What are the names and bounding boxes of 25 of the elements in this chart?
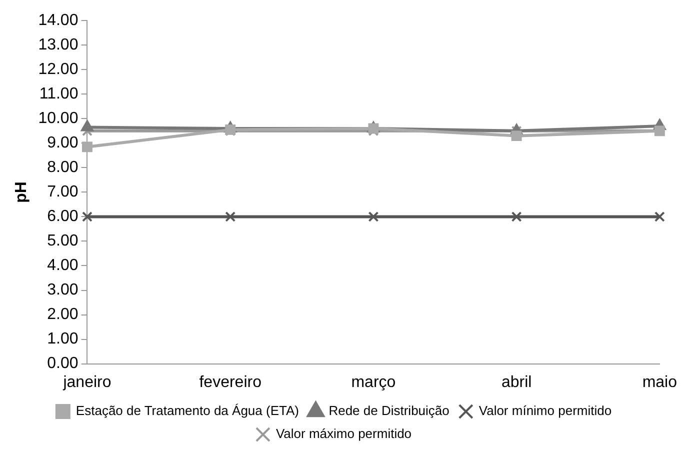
y-tick-label: 8.00 [47,159,78,176]
x-tick-label: janeiro [62,374,112,391]
y-tick-label: 7.00 [47,184,78,201]
legend-label: Valor mínimo permitido [478,403,612,418]
x-tick-label: abril [501,374,532,391]
x-tick-label: março [351,374,396,391]
y-tick-label: 11.00 [39,86,78,103]
y-tick-label: 3.00 [47,282,78,299]
legend-label: Valor máximo permitido [276,426,412,442]
y-tick-label: 0.00 [47,355,78,372]
x-tick-label: fevereiro [199,374,262,391]
y-tick-label: 5.00 [47,232,78,250]
y-tick-label: 10.00 [38,110,78,128]
x-tick-label: maio [642,374,678,391]
y-tick-label: 6.00 [47,208,78,226]
y-tick-label: 9.00 [47,134,78,152]
y-axis-title: pH [13,182,30,203]
y-tick-label: 2.00 [47,306,78,324]
legend-label: Rede de Distribuição [328,403,450,418]
y-tick-label: 4.00 [47,257,78,274]
legend-label: Estação de Tratamento da Água (ETA) [76,403,299,418]
y-tick-label: 13.00 [38,36,78,54]
y-tick-label: 12.00 [38,61,78,78]
y-tick-label: 1.00 [47,330,78,348]
y-tick-label: 14.00 [38,12,78,30]
